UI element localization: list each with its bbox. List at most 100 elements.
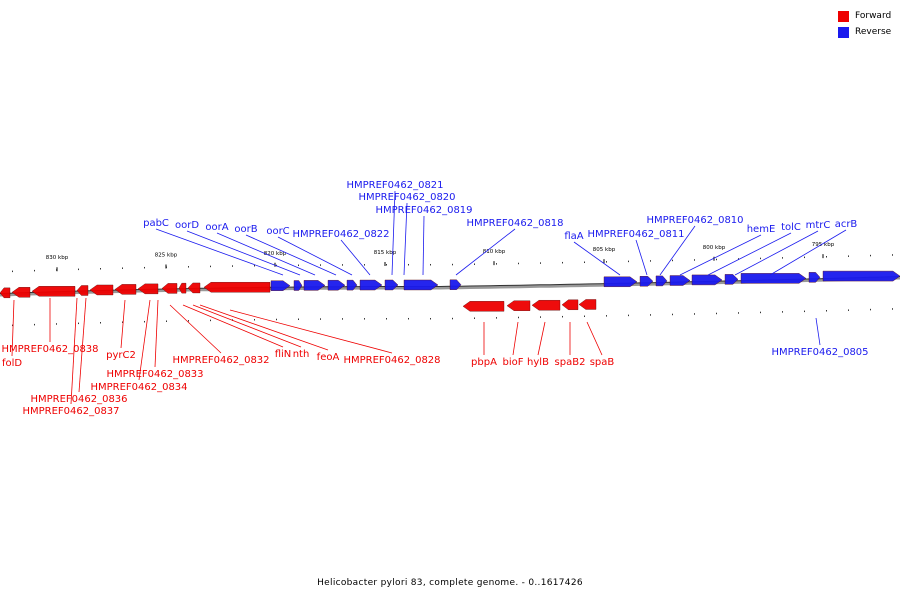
reverse-gene-label-6-leader (391, 190, 396, 276)
reverse-gene-label-5: HMPREF0462_0822 (292, 229, 389, 240)
reverse-gene-label-15-leader (734, 230, 819, 276)
reverse-gene-arrow-10 (639, 276, 654, 287)
reverse-gene-label-9-leader (455, 228, 516, 276)
minor-tick-bottom (12, 324, 13, 327)
forward-gene-label-8: fliN (275, 349, 292, 360)
minor-tick-top (122, 267, 123, 269)
forward-gene-arrow-3 (76, 285, 89, 296)
reverse-gene-label-6: HMPREF0462_0821 (346, 180, 443, 191)
minor-tick-bottom (386, 317, 387, 320)
forward-gene-label-14: hylB (527, 357, 549, 368)
minor-tick-bottom (628, 314, 629, 317)
forward-gene-label-1: HMPREF0462_0838 (1, 344, 98, 355)
forward-gene-arrow-12 (506, 300, 531, 311)
minor-tick-top (672, 259, 673, 262)
minor-tick-bottom (562, 315, 563, 318)
forward-gene-arrow-8 (178, 282, 187, 294)
minor-tick-top (606, 261, 607, 263)
tick-label-5: 805 kbp (593, 247, 616, 253)
reverse-gene-arrow-6 (384, 279, 399, 291)
minor-tick-bottom (188, 320, 189, 322)
reverse-gene-label-8: HMPREF0462_0819 (375, 205, 472, 216)
minor-tick-top (540, 262, 541, 264)
legend-swatch-reverse (838, 26, 849, 38)
minor-tick-top (518, 262, 519, 265)
reverse-gene-label-15: mtrC (806, 220, 831, 231)
minor-tick-top (892, 254, 893, 256)
forward-gene-label-14-leader (537, 321, 546, 356)
forward-gene-label-11-leader (229, 309, 393, 354)
reverse-gene-arrow-14 (724, 274, 739, 285)
reverse-gene-arrow-17 (822, 270, 900, 282)
reverse-gene-label-16-leader (769, 229, 847, 276)
reverse-gene-label-10-leader (573, 241, 621, 276)
reverse-gene-label-8-leader (422, 215, 425, 276)
minor-tick-top (34, 269, 35, 272)
forward-gene-label-0-leader (11, 299, 15, 357)
reverse-gene-arrow-1 (293, 280, 303, 291)
minor-tick-bottom (848, 309, 849, 311)
forward-gene-label-6: pyrC2 (106, 350, 136, 361)
minor-tick-top (12, 270, 13, 273)
minor-tick-bottom (254, 319, 255, 321)
reverse-gene-label-11-leader (635, 239, 648, 276)
minor-tick-top (496, 263, 497, 265)
minor-tick-top (452, 263, 453, 266)
reverse-gene-arrow-16 (808, 272, 821, 283)
minor-tick-top (320, 264, 321, 266)
forward-gene-arrow-10 (203, 282, 271, 293)
minor-tick-bottom (430, 317, 431, 320)
minor-tick-bottom (496, 317, 497, 319)
forward-gene-arrow-1 (11, 287, 31, 298)
minor-tick-bottom (298, 318, 299, 321)
minor-tick-top (650, 260, 651, 262)
forward-gene-arrow-0 (0, 287, 11, 299)
minor-tick-bottom (518, 316, 519, 319)
forward-gene-label-7-leader (169, 304, 222, 354)
forward-gene-label-5-leader (154, 299, 159, 368)
reverse-gene-arrow-5 (359, 279, 383, 291)
tick-label-6: 800 kbp (703, 245, 726, 251)
minor-tick-bottom (672, 313, 673, 316)
minor-tick-bottom (34, 323, 35, 326)
minor-tick-top (342, 264, 343, 266)
forward-gene-arrow-14 (561, 299, 579, 310)
forward-gene-label-2: HMPREF0462_0837 (22, 406, 119, 417)
reverse-gene-arrow-3 (327, 280, 346, 291)
reverse-gene-label-14: tolC (781, 222, 801, 233)
forward-gene-arrow-4 (89, 284, 114, 296)
minor-tick-top (804, 256, 805, 259)
forward-gene-arrow-13 (531, 300, 561, 311)
reverse-gene-arrow-7 (403, 279, 439, 291)
forward-gene-label-8-leader (182, 304, 284, 348)
reverse-gene-label-11: HMPREF0462_0811 (587, 229, 684, 240)
reverse-gene-label-5-leader (340, 239, 371, 276)
minor-tick-bottom (122, 321, 123, 323)
minor-tick-bottom (342, 318, 343, 320)
reverse-gene-arrow-15 (740, 273, 807, 284)
reverse-gene-label-16: acrB (835, 219, 858, 230)
reverse-gene-label-0-leader (155, 228, 284, 276)
legend-swatch-forward (838, 10, 849, 22)
minor-tick-top (56, 269, 57, 271)
minor-tick-top (738, 258, 739, 260)
reverse-gene-label-3: oorB (234, 224, 257, 235)
forward-gene-label-16: spaB (590, 357, 615, 368)
minor-tick-top (562, 261, 563, 264)
minor-tick-bottom (892, 308, 893, 310)
minor-tick-bottom (56, 323, 57, 325)
reverse-gene-label-9: HMPREF0462_0818 (466, 218, 563, 229)
forward-gene-arrow-9 (187, 282, 201, 294)
reverse-gene-label-12-leader (659, 225, 696, 276)
minor-tick-bottom (364, 318, 365, 320)
reverse-gene-arrow-4 (346, 279, 358, 291)
minor-tick-bottom (584, 315, 585, 318)
reverse-gene-label-2: oorA (205, 222, 228, 233)
minor-tick-top (188, 266, 189, 268)
minor-tick-top (870, 254, 871, 257)
forward-gene-arrow-2 (31, 286, 76, 297)
forward-gene-label-9: nth (293, 349, 310, 360)
minor-tick-top (782, 257, 783, 259)
